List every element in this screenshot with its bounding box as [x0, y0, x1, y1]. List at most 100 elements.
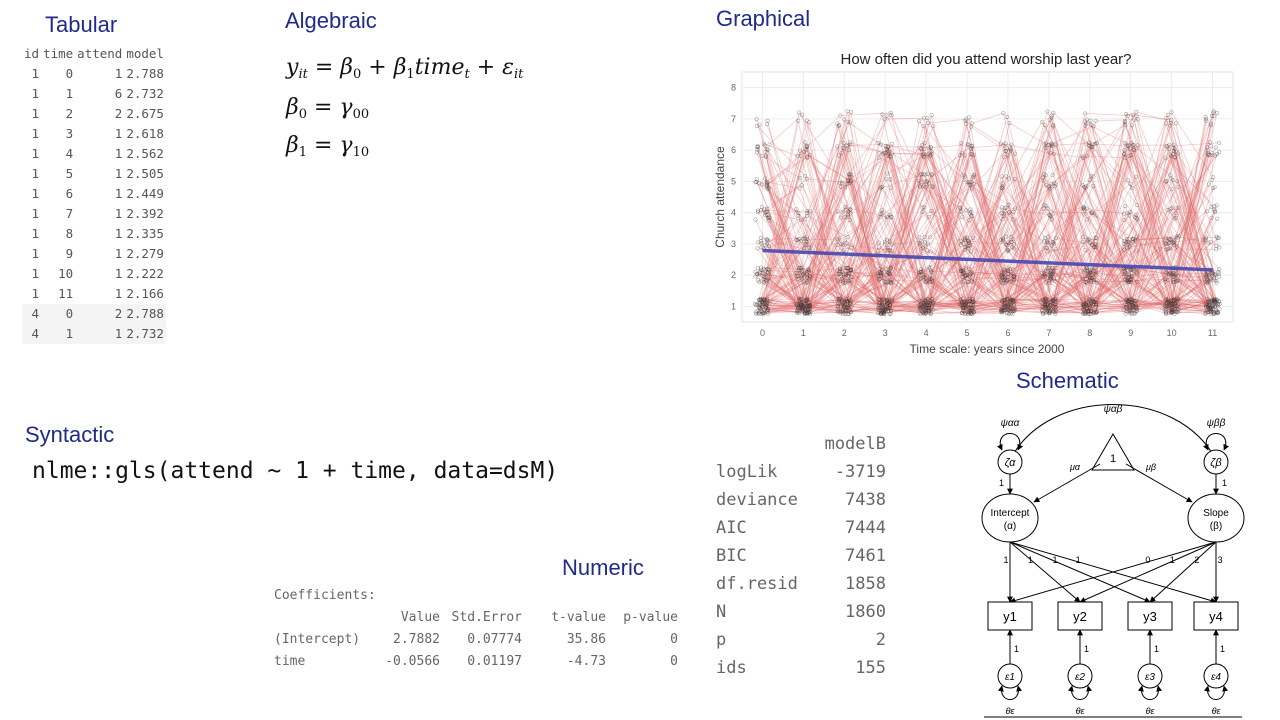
data-point [795, 307, 800, 312]
error-label: ε4 [1211, 672, 1221, 683]
data-point [1003, 267, 1008, 273]
data-point [805, 143, 810, 148]
data-point [805, 145, 810, 150]
data-point [1205, 145, 1210, 150]
data-point [758, 235, 763, 240]
data-point [958, 297, 963, 302]
fit-key: df.resid [716, 574, 798, 594]
data-point [1047, 309, 1052, 314]
data-point [1122, 148, 1127, 153]
data-point [1082, 304, 1087, 309]
data-point [1083, 311, 1088, 316]
data-point [1214, 234, 1219, 239]
data-point [1167, 240, 1172, 245]
individual-line [757, 116, 1216, 312]
data-point [1091, 280, 1096, 285]
data-point [1122, 152, 1127, 157]
individual-line [767, 123, 1215, 316]
data-point [1090, 238, 1095, 243]
individual-line [763, 144, 1209, 315]
data-point [889, 214, 894, 219]
individual-line [757, 175, 1216, 308]
data-point [887, 240, 892, 245]
data-point [1087, 297, 1092, 302]
data-point [969, 209, 974, 215]
data-point [1008, 147, 1013, 152]
data-point [754, 271, 759, 276]
data-point [921, 272, 926, 277]
data-point [1124, 111, 1129, 117]
observed-box [1057, 601, 1103, 631]
data-point [1168, 123, 1173, 128]
data-point [1134, 248, 1139, 253]
individual-line [759, 143, 1212, 312]
individual-line [768, 155, 1212, 314]
data-point [928, 249, 934, 254]
data-point [1003, 234, 1009, 239]
data-point [1000, 280, 1005, 285]
data-point [969, 152, 974, 157]
data-point [1049, 243, 1054, 248]
data-point [887, 311, 892, 316]
data-point [969, 278, 974, 283]
data-point [1131, 303, 1136, 308]
numeric-title: Numeric [562, 555, 644, 580]
data-point [843, 311, 848, 316]
data-point [761, 276, 766, 282]
data-point [1011, 237, 1016, 242]
data-point [1128, 279, 1133, 284]
data-point [1203, 301, 1208, 306]
data-point [917, 298, 922, 303]
data-point [1049, 307, 1054, 312]
data-point [877, 151, 882, 156]
data-point [766, 215, 771, 221]
y-axis-label: Church attendance [713, 146, 727, 248]
data-point [848, 174, 853, 179]
data-point [877, 266, 882, 271]
data-point [807, 244, 812, 249]
data-point [960, 280, 965, 285]
slope-loading-label: 1 [1170, 555, 1175, 565]
data-point [835, 303, 840, 308]
data-point [1087, 177, 1092, 182]
data-point [1206, 279, 1211, 284]
data-point [848, 140, 853, 145]
individual-line [762, 112, 1212, 314]
data-point [1082, 212, 1087, 217]
data-point [887, 248, 892, 253]
data-point [919, 269, 924, 275]
individual-line [759, 142, 1208, 309]
data-point [1000, 184, 1005, 189]
data-point [970, 308, 975, 313]
data-point [1001, 302, 1006, 307]
data-point [803, 239, 808, 244]
data-point [798, 265, 803, 270]
data-point [840, 279, 845, 284]
data-point [883, 242, 888, 247]
x-tick-label: 10 [1167, 328, 1177, 338]
data-point [966, 279, 971, 285]
individual-line [763, 114, 1215, 307]
data-point [929, 279, 935, 284]
data-point [1005, 304, 1010, 309]
data-point [1131, 237, 1136, 242]
theta-label: θε [1146, 706, 1156, 716]
individual-line [760, 154, 1210, 310]
table-row: 1 5 1 2.505 [22, 164, 166, 184]
data-point [924, 248, 930, 253]
individual-line [755, 144, 1211, 309]
data-point [1041, 311, 1046, 316]
data-point [845, 214, 850, 219]
data-point [923, 185, 928, 190]
intercept-loading-label: 1 [1076, 555, 1081, 565]
data-point [1123, 276, 1128, 282]
data-point [847, 120, 852, 125]
data-point [1093, 118, 1098, 124]
data-point [1011, 308, 1016, 314]
table-cell: 2.618 [126, 126, 164, 141]
table-row: 1 2 2 2.675 [22, 104, 166, 124]
data-point [1006, 202, 1011, 207]
data-point [879, 270, 884, 276]
data-point [1001, 271, 1006, 276]
trend-line [762, 248, 1213, 272]
